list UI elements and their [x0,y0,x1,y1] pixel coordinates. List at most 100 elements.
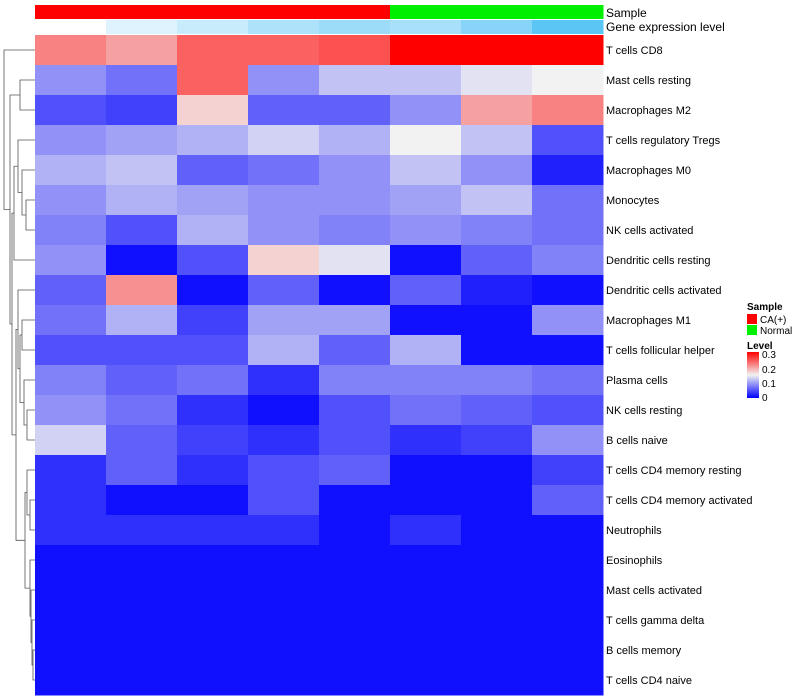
heatmap-cell [461,515,533,546]
dendrogram-branch [24,492,30,589]
heatmap-cell [177,305,249,336]
dendrogram-branch [21,169,35,216]
heatmap-cell [35,35,107,66]
row-label: Macrophages M0 [606,165,691,177]
row-label: T cells follicular helper [606,345,715,357]
heatmap-cell [35,665,107,696]
heatmap-cell [319,455,391,486]
heatmap-cell [177,485,249,516]
heatmap-cell [532,545,604,576]
row-label: T cells CD8 [606,45,663,57]
heatmap-cell [532,395,604,426]
heatmap-cell [248,305,320,336]
heatmap-cell [461,275,533,306]
heatmap-cell [177,125,249,156]
heatmap-cell [177,95,249,126]
heatmap-cell [532,185,604,216]
heatmap-cell [319,485,391,516]
annotation-sample-cell [106,5,178,19]
heatmap-cell [319,365,391,396]
heatmap-cell [106,215,178,246]
heatmap-cell [35,185,107,216]
row-label: T cells CD4 memory resting [606,465,742,477]
heatmap-cell [461,665,533,696]
heatmap-cell [177,215,249,246]
heatmap-cell [106,305,178,336]
heatmap-cell [319,605,391,636]
heatmap-cell [248,125,320,156]
heatmap-cell [106,455,178,486]
row-label: T cells CD4 memory activated [606,495,753,507]
heatmap-cell [532,455,604,486]
heatmap-cell [532,605,604,636]
annotation-gene-level-cell [177,20,249,34]
row-label: Eosinophils [606,555,663,567]
dendrogram-branch [15,328,25,541]
row-label: Monocytes [606,195,660,207]
heatmap-cell [106,605,178,636]
heatmap-cell [461,425,533,456]
heatmap-cell [390,185,462,216]
annotation-gene-level-cell [461,20,533,34]
annotation-sample-cell [532,5,604,19]
dendrogram-branch [26,469,35,516]
legend-level-title: Level [747,341,773,352]
heatmap-cell [35,425,107,456]
heatmap-cell [106,185,178,216]
heatmap-cell [532,155,604,186]
heatmap-cell [35,335,107,366]
annotation-label-sample: Sample [606,6,647,20]
heatmap-cell [177,335,249,366]
row-dendrogram [3,49,35,681]
heatmap-cell [106,35,178,66]
heatmap-cell [532,125,604,156]
legend-level-tick: 0 [762,393,768,404]
heatmap-cell [532,275,604,306]
heatmap-cell [177,35,249,66]
heatmap-cell [532,305,604,336]
annotation-gene-level-cell [532,20,604,34]
heatmap-cell [532,65,604,96]
heatmap-cell [390,515,462,546]
row-label: Dendritic cells activated [606,285,722,297]
heatmap-cell [106,125,178,156]
legend-sample-swatch [747,325,757,335]
heatmap-cell [390,215,462,246]
heatmap-cell [35,635,107,666]
heatmap-cell [248,425,320,456]
row-label: T cells CD4 naive [606,675,692,687]
heatmap-cell [532,335,604,366]
heatmap-cell [106,665,178,696]
dendrogram-branch [17,289,35,370]
dendrogram-branch [21,319,35,351]
legend-sample-label: CA(+) [760,315,786,326]
heatmap-cell [177,185,249,216]
row-label: Macrophages M2 [606,105,691,117]
heatmap-cell [319,245,391,276]
heatmap-cell [248,215,320,246]
heatmap-cell [532,425,604,456]
heatmap-cell [35,365,107,396]
heatmap-cell [35,305,107,336]
heatmap-cell [532,575,604,606]
row-label: NK cells activated [606,225,693,237]
dendrogram-branch [3,49,35,210]
heatmap-cell [106,245,178,276]
heatmap-cell [319,125,391,156]
heatmap-cell [106,425,178,456]
heatmap-cell [319,65,391,96]
dendrogram-branch [13,165,35,261]
heatmap-cell [319,215,391,246]
heatmap-cell [248,35,320,66]
heatmap-cell [248,455,320,486]
heatmap-cell [35,485,107,516]
heatmap-cell [248,275,320,306]
heatmap-cell [532,35,604,66]
heatmap-cell [106,275,178,306]
heatmap-cell [248,395,320,426]
heatmap-cell [106,485,178,516]
heatmap-cell [35,155,107,186]
row-label: B cells memory [606,645,682,657]
